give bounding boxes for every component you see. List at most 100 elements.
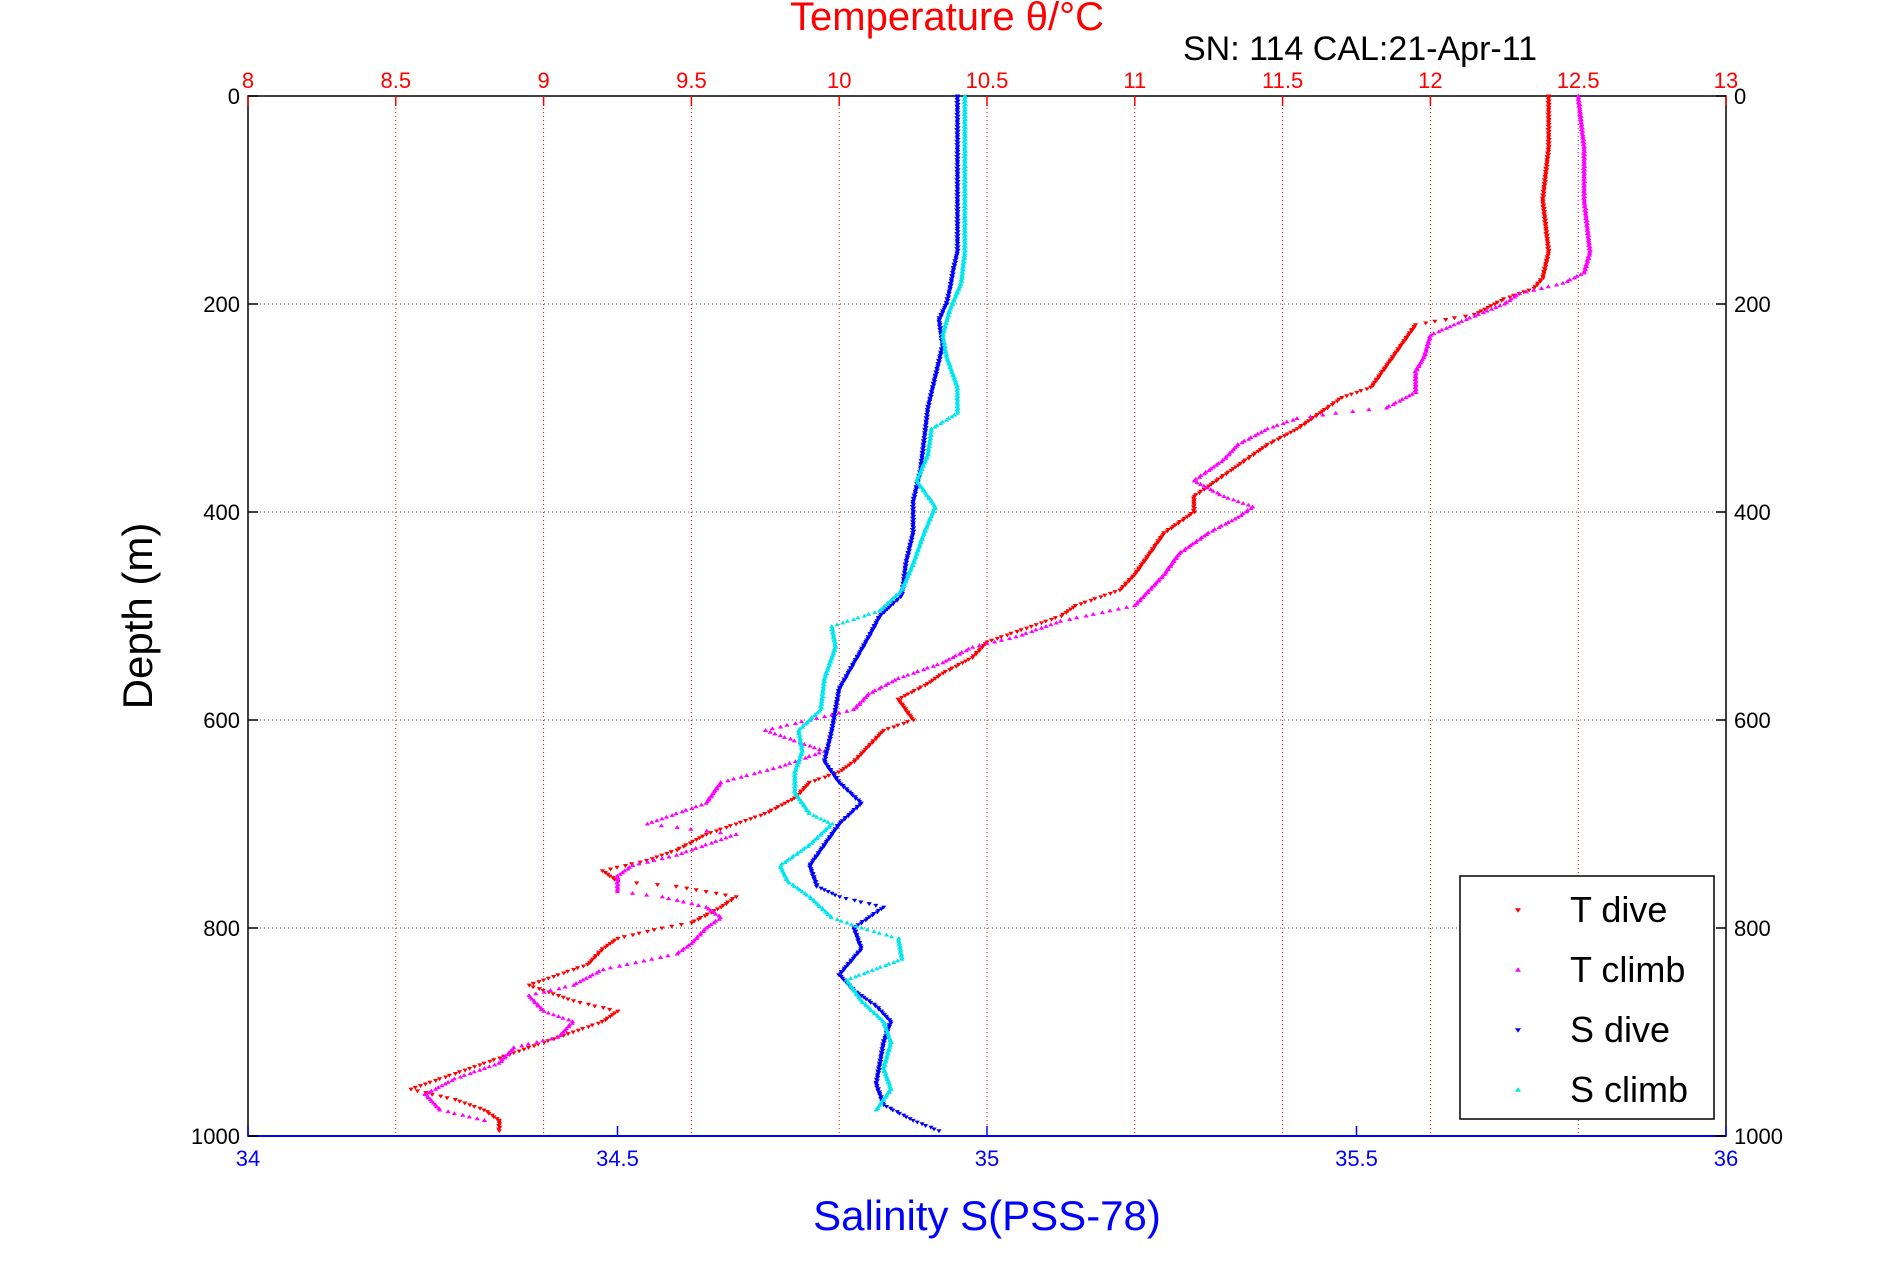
data-point (801, 741, 807, 746)
data-point (834, 622, 840, 627)
data-point (717, 827, 723, 832)
data-point (738, 774, 744, 779)
data-point (870, 740, 876, 745)
data-point (777, 724, 784, 729)
data-point (1115, 606, 1122, 611)
data-point (846, 763, 852, 768)
data-point (744, 773, 750, 778)
data-point (703, 925, 709, 930)
data-point (491, 1115, 497, 1120)
data-point (1131, 603, 1138, 608)
data-point (917, 470, 923, 475)
data-point (614, 865, 620, 870)
data-point (1024, 626, 1030, 631)
data-point (954, 410, 960, 415)
data-point (920, 667, 927, 672)
series-layer (408, 93, 1593, 1134)
data-point (951, 375, 958, 379)
data-point (529, 996, 535, 1001)
legend: T dive T climb S dive S climb (1459, 875, 1715, 1120)
data-point (708, 792, 715, 797)
data-point (916, 687, 922, 692)
data-point (882, 963, 889, 968)
data-point (1333, 410, 1339, 415)
data-point (610, 940, 616, 945)
data-point (787, 736, 794, 741)
data-point (998, 637, 1005, 642)
data-point (433, 1104, 440, 1109)
data-point (770, 766, 776, 771)
data-point (577, 1000, 583, 1005)
data-point (817, 832, 824, 837)
data-point (1218, 475, 1225, 480)
depth-tick-label-left: 200 (203, 292, 240, 317)
data-point (854, 806, 860, 811)
data-point (1074, 615, 1080, 620)
data-point (733, 822, 739, 827)
data-point (861, 971, 867, 976)
data-point (502, 1055, 508, 1060)
series-t-dive (408, 94, 1552, 1134)
data-point (891, 960, 897, 964)
data-point (767, 729, 773, 734)
data-point (435, 1085, 441, 1090)
data-point (887, 598, 893, 603)
data-point (1197, 481, 1204, 486)
data-point (1571, 275, 1577, 280)
data-point (436, 1077, 443, 1082)
data-point (1498, 298, 1505, 303)
data-point (826, 824, 832, 829)
data-point (919, 535, 925, 540)
data-point (1366, 407, 1372, 412)
data-point (1088, 598, 1094, 603)
data-point (812, 752, 818, 757)
data-point (1294, 416, 1300, 420)
data-point (659, 816, 665, 821)
data-point (541, 989, 547, 994)
data-point (594, 970, 600, 975)
depth-tick-label-right: 400 (1734, 500, 1771, 525)
data-point (932, 504, 938, 509)
data-point (797, 736, 804, 740)
data-point (963, 648, 969, 653)
data-point (497, 1056, 503, 1061)
data-point (798, 848, 804, 853)
data-point (966, 657, 972, 662)
data-point (936, 1129, 942, 1134)
data-point (691, 919, 697, 924)
top-tick-label: 8.5 (381, 68, 412, 93)
top-tick-label: 11.5 (1262, 68, 1303, 93)
data-point (899, 695, 905, 700)
data-point (914, 669, 921, 674)
data-point (1208, 487, 1214, 492)
data-point (1221, 494, 1227, 498)
data-point (821, 888, 827, 893)
data-point (1443, 318, 1449, 322)
data-point (679, 851, 685, 856)
data-point (969, 656, 976, 660)
data-point (708, 831, 714, 836)
grid-layer (248, 96, 1726, 1136)
data-point (881, 610, 887, 615)
data-point (1196, 474, 1203, 479)
data-point (664, 851, 670, 856)
data-point (654, 855, 660, 860)
data-point (799, 747, 805, 752)
data-point (881, 1064, 887, 1069)
data-point (600, 967, 606, 972)
data-point (1581, 270, 1587, 275)
data-point (839, 768, 845, 773)
x-axis-label: Salinity S(PSS-78) (813, 1192, 1161, 1239)
data-point (1033, 627, 1039, 632)
data-point (779, 866, 785, 871)
data-point (1218, 523, 1224, 528)
data-point (1358, 389, 1364, 394)
data-point (825, 819, 831, 824)
data-point (585, 1002, 592, 1007)
data-point (723, 902, 729, 907)
data-point (666, 896, 672, 901)
data-point (903, 577, 909, 582)
data-point (943, 417, 950, 422)
data-point (1218, 459, 1225, 464)
data-point (711, 920, 717, 925)
